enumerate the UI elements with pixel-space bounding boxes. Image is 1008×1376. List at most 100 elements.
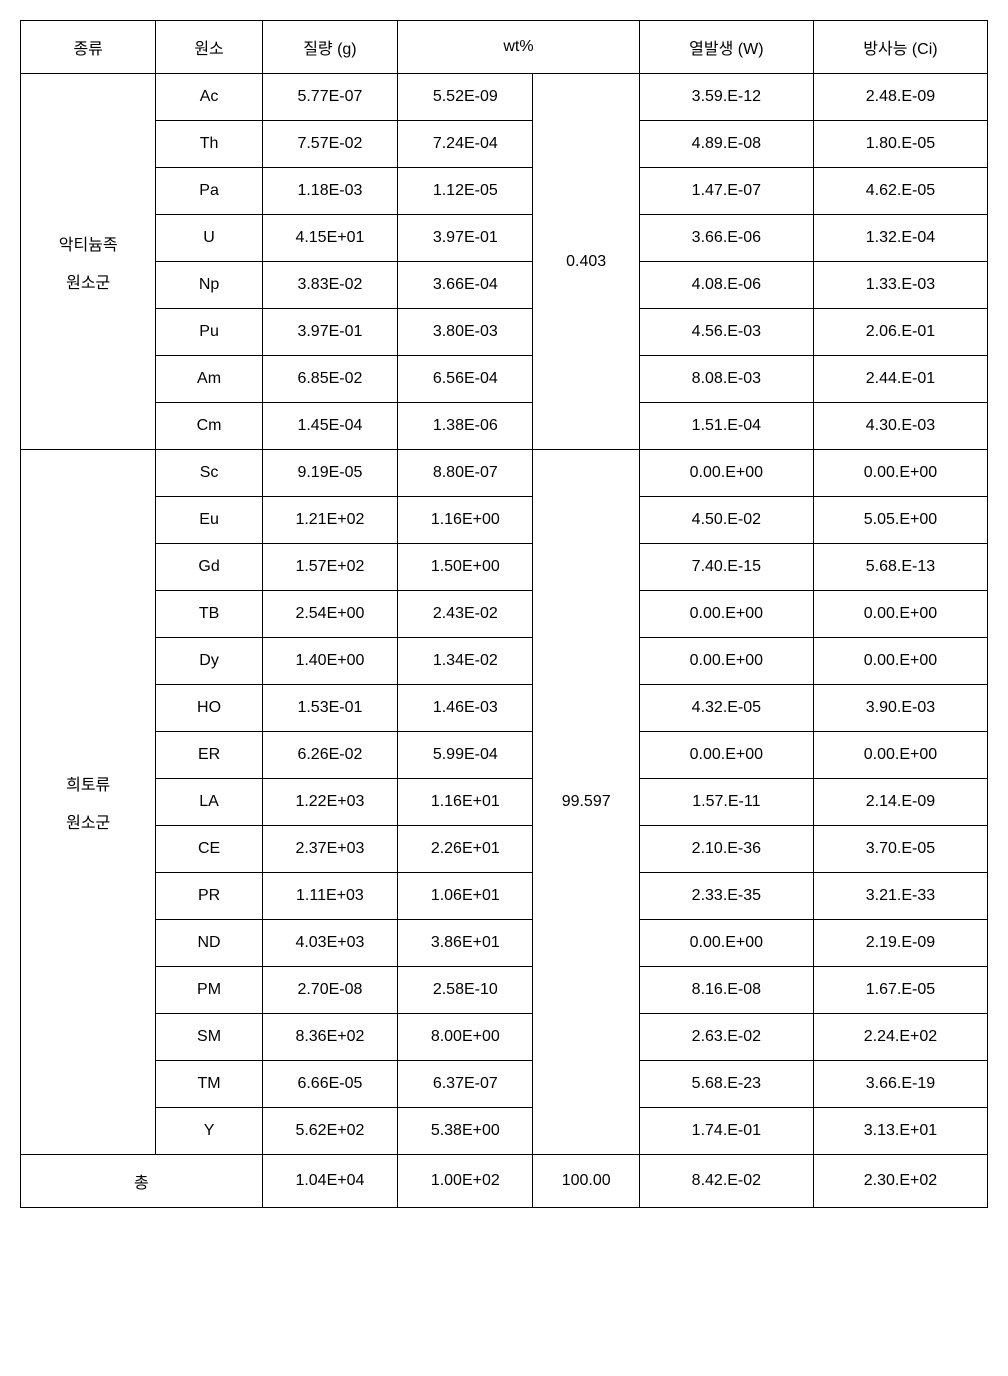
wt-cell: 8.80E-07 xyxy=(398,450,533,497)
element-cell: Gd xyxy=(156,544,262,591)
radioactivity-cell: 3.13.E+01 xyxy=(813,1108,987,1155)
heat-cell: 1.51.E-04 xyxy=(639,403,813,450)
wt-cell: 3.86E+01 xyxy=(398,920,533,967)
total-wt-total-cell: 100.00 xyxy=(533,1155,639,1208)
mass-cell: 1.21E+02 xyxy=(262,497,397,544)
radioactivity-cell: 1.33.E-03 xyxy=(813,262,987,309)
heat-cell: 0.00.E+00 xyxy=(639,920,813,967)
mass-cell: 7.57E-02 xyxy=(262,121,397,168)
wt-total-cell: 99.597 xyxy=(533,450,639,1155)
radioactivity-cell: 3.66.E-19 xyxy=(813,1061,987,1108)
wt-cell: 2.26E+01 xyxy=(398,826,533,873)
mass-cell: 6.26E-02 xyxy=(262,732,397,779)
mass-cell: 5.77E-07 xyxy=(262,74,397,121)
heat-cell: 1.47.E-07 xyxy=(639,168,813,215)
element-cell: CE xyxy=(156,826,262,873)
radioactivity-cell: 2.14.E-09 xyxy=(813,779,987,826)
wt-cell: 7.24E-04 xyxy=(398,121,533,168)
mass-cell: 8.36E+02 xyxy=(262,1014,397,1061)
element-cell: Y xyxy=(156,1108,262,1155)
table-row: Eu1.21E+021.16E+004.50.E-025.05.E+00 xyxy=(21,497,988,544)
element-cell: HO xyxy=(156,685,262,732)
mass-cell: 4.03E+03 xyxy=(262,920,397,967)
element-cell: ER xyxy=(156,732,262,779)
total-mass-cell: 1.04E+04 xyxy=(262,1155,397,1208)
wt-cell: 5.52E-09 xyxy=(398,74,533,121)
mass-cell: 2.70E-08 xyxy=(262,967,397,1014)
radioactivity-cell: 2.44.E-01 xyxy=(813,356,987,403)
table-row: ND4.03E+033.86E+010.00.E+002.19.E-09 xyxy=(21,920,988,967)
element-cell: Eu xyxy=(156,497,262,544)
mass-cell: 3.97E-01 xyxy=(262,309,397,356)
heat-cell: 2.10.E-36 xyxy=(639,826,813,873)
mass-cell: 2.54E+00 xyxy=(262,591,397,638)
mass-cell: 5.62E+02 xyxy=(262,1108,397,1155)
wt-cell: 5.99E-04 xyxy=(398,732,533,779)
wt-cell: 6.56E-04 xyxy=(398,356,533,403)
element-cell: Pu xyxy=(156,309,262,356)
radioactivity-cell: 2.19.E-09 xyxy=(813,920,987,967)
element-cell: Th xyxy=(156,121,262,168)
heat-cell: 4.32.E-05 xyxy=(639,685,813,732)
wt-cell: 1.34E-02 xyxy=(398,638,533,685)
heat-cell: 3.59.E-12 xyxy=(639,74,813,121)
wt-cell: 3.97E-01 xyxy=(398,215,533,262)
header-heat: 열발생 (W) xyxy=(639,21,813,74)
table-row: Np3.83E-023.66E-044.08.E-061.33.E-03 xyxy=(21,262,988,309)
table-row: PM2.70E-082.58E-108.16.E-081.67.E-05 xyxy=(21,967,988,1014)
radioactivity-cell: 1.32.E-04 xyxy=(813,215,987,262)
table-row: Cm1.45E-041.38E-061.51.E-044.30.E-03 xyxy=(21,403,988,450)
wt-cell: 8.00E+00 xyxy=(398,1014,533,1061)
table-row: Y5.62E+025.38E+001.74.E-013.13.E+01 xyxy=(21,1108,988,1155)
mass-cell: 1.11E+03 xyxy=(262,873,397,920)
heat-cell: 7.40.E-15 xyxy=(639,544,813,591)
heat-cell: 0.00.E+00 xyxy=(639,591,813,638)
heat-cell: 0.00.E+00 xyxy=(639,450,813,497)
mass-cell: 1.22E+03 xyxy=(262,779,397,826)
radioactivity-cell: 5.05.E+00 xyxy=(813,497,987,544)
radioactivity-cell: 2.24.E+02 xyxy=(813,1014,987,1061)
header-row: 종류 원소 질량 (g) wt% 열발생 (W) 방사능 (Ci) xyxy=(21,21,988,74)
table-row: CE2.37E+032.26E+01 2.10.E-363.70.E-05 xyxy=(21,826,988,873)
radioactivity-cell: 3.21.E-33 xyxy=(813,873,987,920)
data-table: 종류 원소 질량 (g) wt% 열발생 (W) 방사능 (Ci) 악티늄족원소… xyxy=(20,20,988,1208)
radioactivity-cell: 1.67.E-05 xyxy=(813,967,987,1014)
wt-cell: 1.46E-03 xyxy=(398,685,533,732)
table-row: Th7.57E-027.24E-044.89.E-081.80.E-05 xyxy=(21,121,988,168)
heat-cell: 4.08.E-06 xyxy=(639,262,813,309)
element-cell: TB xyxy=(156,591,262,638)
table-row: HO1.53E-011.46E-034.32.E-053.90.E-03 xyxy=(21,685,988,732)
element-cell: U xyxy=(156,215,262,262)
element-cell: LA xyxy=(156,779,262,826)
heat-cell: 8.08.E-03 xyxy=(639,356,813,403)
total-label-cell: 총 xyxy=(21,1155,263,1208)
heat-cell: 4.89.E-08 xyxy=(639,121,813,168)
category-name-line2: 원소군 xyxy=(29,809,147,833)
table-row: 악티늄족원소군Ac5.77E-075.52E-090.4033.59.E-122… xyxy=(21,74,988,121)
element-cell: PM xyxy=(156,967,262,1014)
heat-cell: 0.00.E+00 xyxy=(639,638,813,685)
table-row: SM8.36E+028.00E+002.63.E-022.24.E+02 xyxy=(21,1014,988,1061)
heat-cell: 2.63.E-02 xyxy=(639,1014,813,1061)
wt-cell: 2.43E-02 xyxy=(398,591,533,638)
header-mass: 질량 (g) xyxy=(262,21,397,74)
mass-cell: 6.85E-02 xyxy=(262,356,397,403)
mass-cell: 2.37E+03 xyxy=(262,826,397,873)
table-row: 희토류원소군Sc9.19E-058.80E-0799.5970.00.E+000… xyxy=(21,450,988,497)
mass-cell: 1.45E-04 xyxy=(262,403,397,450)
mass-cell: 1.40E+00 xyxy=(262,638,397,685)
wt-cell: 1.38E-06 xyxy=(398,403,533,450)
radioactivity-cell: 3.70.E-05 xyxy=(813,826,987,873)
table-row: U4.15E+013.97E-013.66.E-061.32.E-04 xyxy=(21,215,988,262)
element-cell: PR xyxy=(156,873,262,920)
total-wt-cell: 1.00E+02 xyxy=(398,1155,533,1208)
element-cell: Np xyxy=(156,262,262,309)
element-cell: Pa xyxy=(156,168,262,215)
wt-cell: 1.12E-05 xyxy=(398,168,533,215)
table-row: PR1.11E+031.06E+012.33.E-353.21.E-33 xyxy=(21,873,988,920)
header-radioactivity: 방사능 (Ci) xyxy=(813,21,987,74)
header-category: 종류 xyxy=(21,21,156,74)
wt-cell: 2.58E-10 xyxy=(398,967,533,1014)
mass-cell: 1.57E+02 xyxy=(262,544,397,591)
wt-cell: 1.06E+01 xyxy=(398,873,533,920)
